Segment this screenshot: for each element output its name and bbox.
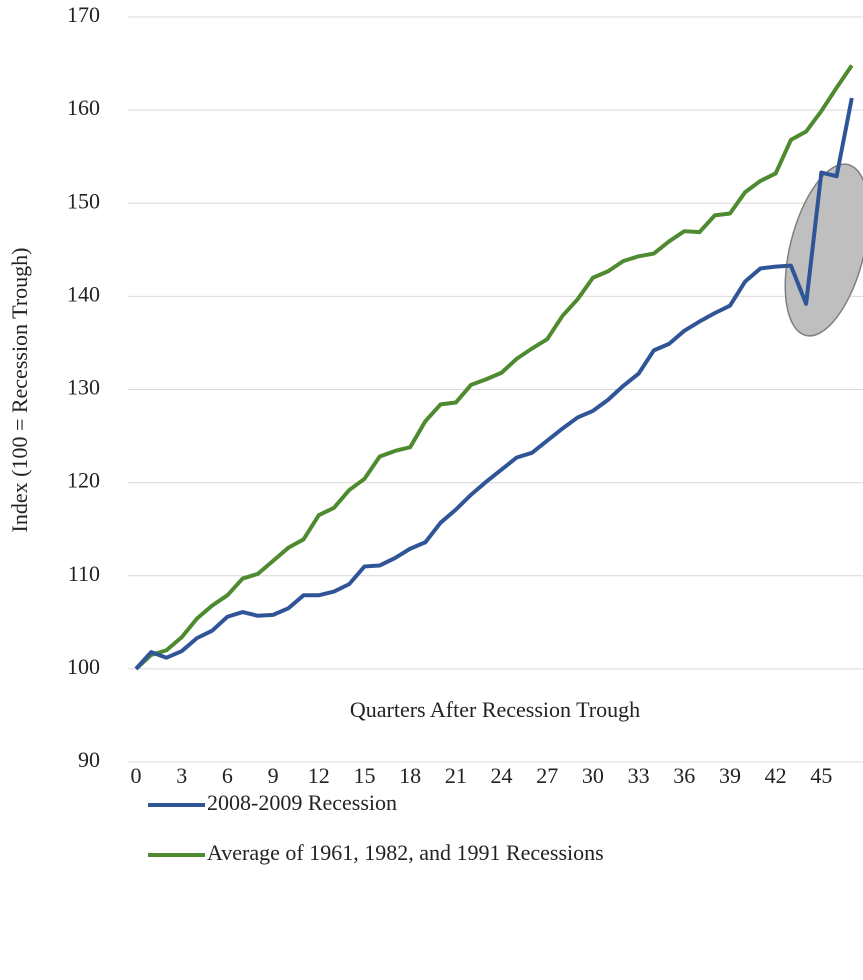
series-line [134,97,854,671]
x-tick-label: 33 [628,763,650,788]
y-tick-label: 100 [67,654,100,679]
x-tick-label: 24 [491,763,513,788]
legend-label: Average of 1961, 1982, and 1991 Recessio… [207,840,604,865]
x-tick-label: 12 [308,763,330,788]
y-tick-label: 130 [67,375,100,400]
y-tick-label: 170 [67,2,100,27]
series-line [134,64,854,671]
x-tick-label: 15 [353,763,375,788]
x-tick-label: 18 [399,763,421,788]
x-tick-label: 42 [765,763,787,788]
x-tick-label: 27 [536,763,558,788]
x-tick-label: 0 [131,763,142,788]
y-tick-label: 160 [67,95,100,120]
x-tick-label: 39 [719,763,741,788]
y-axis-title: Index (100 = Recession Trough) [7,248,32,533]
highlight-ellipse [784,163,863,337]
x-tick-label: 6 [222,763,233,788]
x-tick-label: 45 [810,763,832,788]
x-tick-label: 9 [268,763,279,788]
y-tick-label: 150 [67,188,100,213]
y-tick-label: 140 [67,281,100,306]
y-tick-label: 90 [78,747,100,772]
y-tick-label: 110 [68,561,100,586]
x-tick-label: 30 [582,763,604,788]
x-tick-label: 21 [445,763,467,788]
x-tick-label: 36 [673,763,695,788]
y-tick-label: 120 [67,468,100,493]
x-axis-title: Quarters After Recession Trough [350,697,640,722]
legend-label: 2008-2009 Recession [207,790,397,815]
x-tick-label: 3 [176,763,187,788]
